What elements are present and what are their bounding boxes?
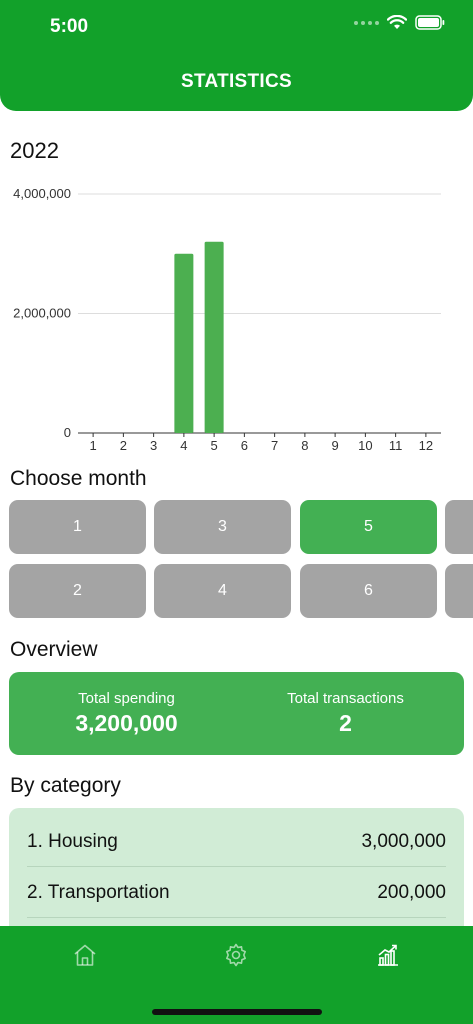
chart-icon xyxy=(378,944,398,966)
total-spending: Total spending 3,200,000 xyxy=(13,672,240,755)
x-tick-label: 3 xyxy=(150,438,157,453)
y-tick-label: 4,000,000 xyxy=(13,186,71,201)
total-transactions-value: 2 xyxy=(339,710,352,736)
category-row[interactable]: 2. Transportation 200,000 xyxy=(27,868,446,918)
tab-bar xyxy=(0,926,473,1024)
category-name: 2. Transportation xyxy=(27,882,170,903)
month-button-label: 6 xyxy=(364,582,373,599)
spending-chart: 0 2,000,000 4,000,000 1 2 3 4 5 6 7 8 9 10 11 12 xyxy=(0,175,473,460)
x-tick-label: 8 xyxy=(301,438,308,453)
x-tick-label: 11 xyxy=(389,438,403,453)
wifi-icon xyxy=(387,15,407,29)
tab-statistics[interactable] xyxy=(358,942,418,1002)
month-button-partial[interactable] xyxy=(445,500,473,554)
tab-home[interactable] xyxy=(55,942,115,1002)
bar-month-5 xyxy=(204,241,224,433)
total-transactions-label: Total transactions xyxy=(287,690,404,707)
page-title: STATISTICS xyxy=(180,71,293,92)
month-button-5[interactable]: 5 xyxy=(300,500,437,554)
month-button-label: 2 xyxy=(73,582,82,599)
app-header: 5:00 STATISTICS xyxy=(0,0,473,111)
category-name: 1. Housing xyxy=(27,831,118,852)
y-tick-label: 2,000,000 xyxy=(13,306,71,321)
category-amount: 3,000,000 xyxy=(361,831,446,852)
x-tick-label: 4 xyxy=(180,438,187,453)
overview-title: Overview xyxy=(10,638,98,661)
x-tick-label: 1 xyxy=(90,438,97,453)
home-indicator xyxy=(152,1009,322,1015)
category-row[interactable]: 1. Housing 3,000,000 xyxy=(27,817,446,867)
y-tick-label: 0 xyxy=(64,425,71,440)
month-picker: 1 3 5 2 4 6 xyxy=(9,500,473,620)
by-category-title: By category xyxy=(10,774,121,797)
month-button-2[interactable]: 2 xyxy=(9,564,146,618)
month-button-6[interactable]: 6 xyxy=(300,564,437,618)
month-button-label: 4 xyxy=(218,582,227,599)
battery-icon xyxy=(415,15,445,30)
total-spending-value: 3,200,000 xyxy=(75,710,178,736)
status-indicators xyxy=(354,15,445,30)
x-tick-label: 10 xyxy=(358,438,372,453)
month-button-1[interactable]: 1 xyxy=(9,500,146,554)
signal-icon xyxy=(354,20,379,25)
overview-card: Total spending 3,200,000 Total transacti… xyxy=(9,672,464,755)
x-tick-label: 2 xyxy=(120,438,127,453)
month-button-label: 3 xyxy=(218,518,227,535)
month-button-label: 5 xyxy=(364,518,373,535)
gear-icon xyxy=(226,943,246,967)
divider xyxy=(27,917,446,918)
category-amount: 200,000 xyxy=(377,882,446,903)
bar-month-4 xyxy=(174,253,194,433)
month-button-3[interactable]: 3 xyxy=(154,500,291,554)
choose-month-title: Choose month xyxy=(10,467,147,490)
home-icon xyxy=(74,944,96,966)
x-tick-label: 6 xyxy=(241,438,248,453)
x-tick-label: 7 xyxy=(271,438,278,453)
tab-settings[interactable] xyxy=(206,942,266,1002)
month-button-label: 1 xyxy=(73,518,82,535)
x-tick-label: 12 xyxy=(419,438,433,453)
chart-year: 2022 xyxy=(10,138,59,163)
x-tick-label: 9 xyxy=(332,438,339,453)
month-button-partial[interactable] xyxy=(445,564,473,618)
total-spending-label: Total spending xyxy=(78,690,175,707)
x-tick-label: 5 xyxy=(211,438,218,453)
divider xyxy=(27,866,446,867)
status-time: 5:00 xyxy=(50,16,89,37)
month-button-4[interactable]: 4 xyxy=(154,564,291,618)
total-transactions: Total transactions 2 xyxy=(232,672,459,755)
